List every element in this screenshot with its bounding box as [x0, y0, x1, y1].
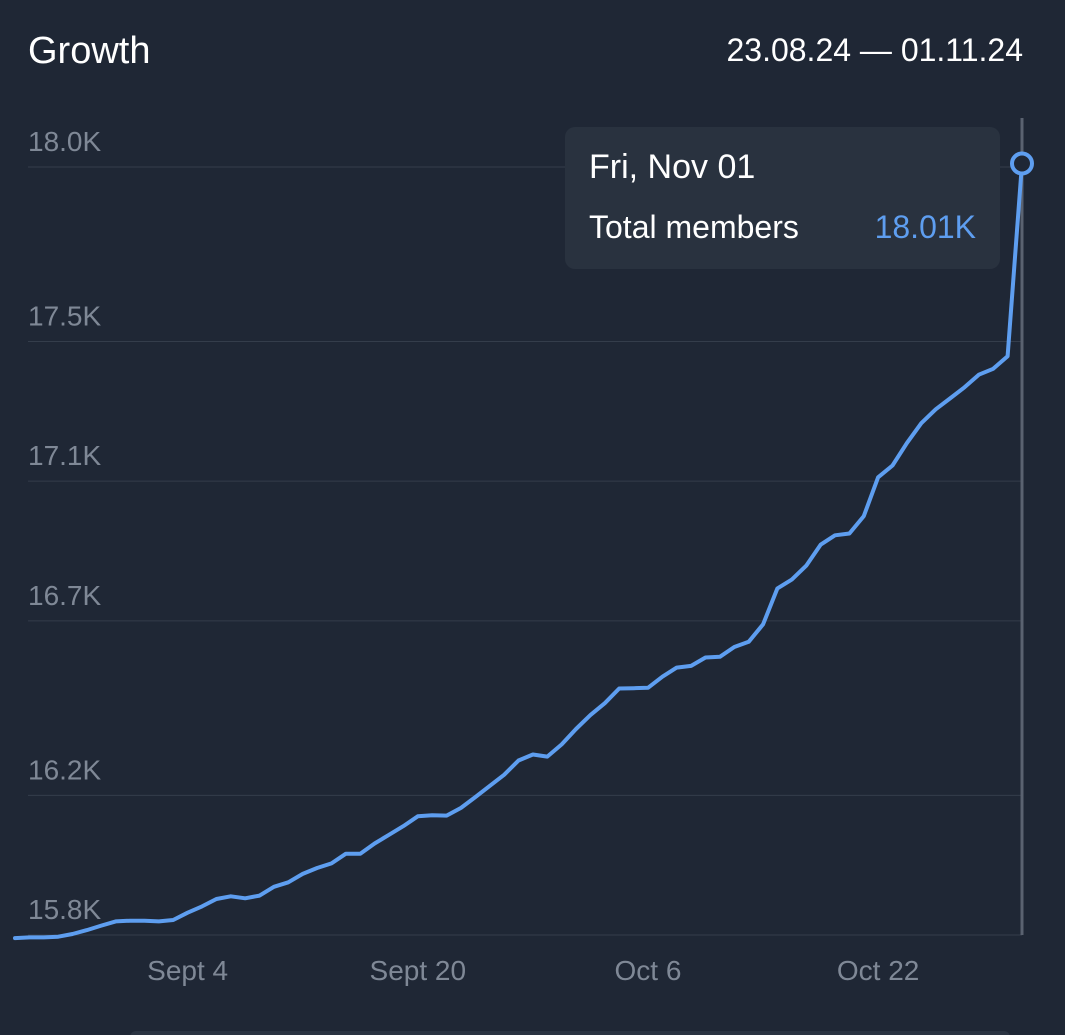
x-tick-label: Oct 6 — [615, 955, 682, 986]
tooltip: Fri, Nov 01 Total members 18.01K — [565, 127, 1000, 269]
x-tick-label: Oct 22 — [837, 955, 919, 986]
x-tick-label: Sept 20 — [370, 955, 467, 986]
tooltip-date: Fri, Nov 01 — [589, 148, 756, 186]
tooltip-label: Total members — [589, 209, 799, 245]
y-tick-label: 18.0K — [28, 126, 101, 157]
x-axis: Sept 4 Sept 20 Oct 6 Oct 22 — [147, 955, 919, 986]
date-range[interactable]: 23.08.24 — 01.11.24 — [726, 32, 1023, 68]
y-tick-label: 15.8K — [28, 894, 101, 925]
y-tick-label: 17.1K — [28, 440, 101, 471]
tooltip-value: 18.01K — [874, 209, 976, 245]
grid-layer — [28, 166, 1022, 936]
series-line-total-members — [13, 161, 1024, 941]
y-tick-label: 16.2K — [28, 754, 101, 785]
y-axis: 15.8K 16.2K 16.7K 17.1K 17.5K 18.0K — [28, 126, 101, 925]
hover-point[interactable] — [1010, 151, 1034, 176]
chart-title: Growth — [28, 30, 151, 72]
y-tick-label: 17.5K — [28, 301, 101, 332]
y-tick-label: 16.7K — [28, 580, 101, 611]
x-tick-label: Sept 4 — [147, 955, 228, 986]
tooltip-row: Total members 18.01K — [589, 207, 976, 247]
scroll-handle[interactable] — [130, 1031, 1010, 1035]
